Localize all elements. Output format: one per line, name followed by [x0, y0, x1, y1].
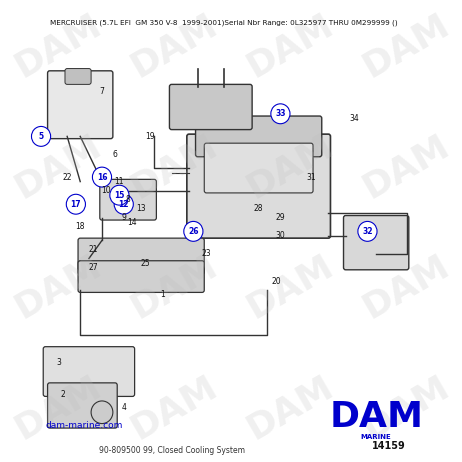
Text: 20: 20: [271, 277, 281, 286]
Text: 12: 12: [118, 200, 129, 209]
FancyBboxPatch shape: [344, 216, 409, 270]
Text: DAM: DAM: [329, 400, 423, 434]
Circle shape: [66, 195, 85, 214]
Text: DAM: DAM: [9, 8, 108, 84]
FancyBboxPatch shape: [43, 346, 134, 396]
FancyBboxPatch shape: [204, 143, 313, 193]
Text: 25: 25: [141, 259, 150, 267]
Text: 9: 9: [122, 213, 126, 222]
Text: 14159: 14159: [372, 441, 406, 451]
Text: DAM: DAM: [125, 8, 224, 84]
Text: 28: 28: [254, 204, 263, 213]
Text: 4: 4: [122, 403, 126, 412]
Circle shape: [271, 104, 290, 124]
Text: 8: 8: [126, 195, 130, 204]
FancyBboxPatch shape: [100, 179, 156, 220]
Text: MARINE: MARINE: [361, 434, 391, 440]
Text: 29: 29: [276, 213, 285, 222]
Text: 27: 27: [88, 263, 98, 272]
Text: 5: 5: [38, 132, 43, 141]
Text: DAM: DAM: [125, 370, 224, 446]
FancyBboxPatch shape: [195, 116, 322, 157]
Text: 17: 17: [71, 200, 81, 209]
Text: 34: 34: [350, 114, 359, 123]
Circle shape: [91, 401, 113, 424]
Text: 22: 22: [62, 173, 72, 182]
Circle shape: [92, 167, 111, 187]
Text: 90-809500 99, Closed Cooling System: 90-809500 99, Closed Cooling System: [98, 446, 244, 455]
Text: 33: 33: [275, 109, 286, 118]
FancyBboxPatch shape: [65, 68, 91, 85]
Text: 31: 31: [306, 173, 316, 182]
Text: 7: 7: [99, 87, 104, 96]
Text: 23: 23: [201, 249, 211, 258]
FancyBboxPatch shape: [78, 261, 204, 292]
Text: MERCRUISER (5.7L EFI  GM 350 V-8  1999-2001)Serial Nbr Range: 0L325977 THRU 0M29: MERCRUISER (5.7L EFI GM 350 V-8 1999-200…: [50, 20, 398, 26]
Text: dam-marine.com: dam-marine.com: [45, 421, 123, 430]
Text: 13: 13: [136, 204, 146, 213]
Text: 11: 11: [115, 177, 124, 186]
Text: 2: 2: [61, 389, 65, 399]
Text: DAM: DAM: [358, 249, 456, 325]
Text: DAM: DAM: [358, 370, 456, 446]
FancyBboxPatch shape: [48, 383, 117, 428]
Text: 10: 10: [102, 186, 111, 195]
Text: DAM: DAM: [125, 249, 224, 325]
Circle shape: [31, 127, 51, 146]
Text: DAM: DAM: [358, 8, 456, 84]
Circle shape: [114, 195, 134, 214]
Text: DAM: DAM: [241, 8, 340, 84]
Text: DAM: DAM: [9, 128, 108, 205]
Text: 15: 15: [114, 191, 125, 200]
Text: DAM: DAM: [358, 128, 456, 205]
Text: 16: 16: [97, 173, 107, 182]
Circle shape: [110, 185, 129, 205]
Text: 21: 21: [89, 245, 98, 254]
Text: DAM: DAM: [125, 128, 224, 205]
Text: DAM: DAM: [241, 128, 340, 205]
Text: 26: 26: [188, 227, 199, 236]
FancyBboxPatch shape: [78, 238, 204, 274]
FancyBboxPatch shape: [187, 134, 330, 238]
Text: 3: 3: [56, 358, 61, 367]
Text: DAM: DAM: [241, 249, 340, 325]
Text: DAM: DAM: [9, 370, 108, 446]
Text: 14: 14: [128, 218, 137, 227]
Circle shape: [184, 221, 203, 241]
Text: 1: 1: [160, 290, 165, 299]
Text: 30: 30: [275, 231, 286, 240]
FancyBboxPatch shape: [170, 85, 252, 130]
Circle shape: [358, 221, 377, 241]
Text: DAM: DAM: [241, 370, 340, 446]
Text: 6: 6: [113, 150, 117, 159]
Text: DAM: DAM: [9, 249, 108, 325]
FancyBboxPatch shape: [48, 71, 113, 139]
Text: 32: 32: [362, 227, 373, 236]
Text: 19: 19: [145, 132, 155, 141]
Text: 18: 18: [75, 222, 85, 231]
